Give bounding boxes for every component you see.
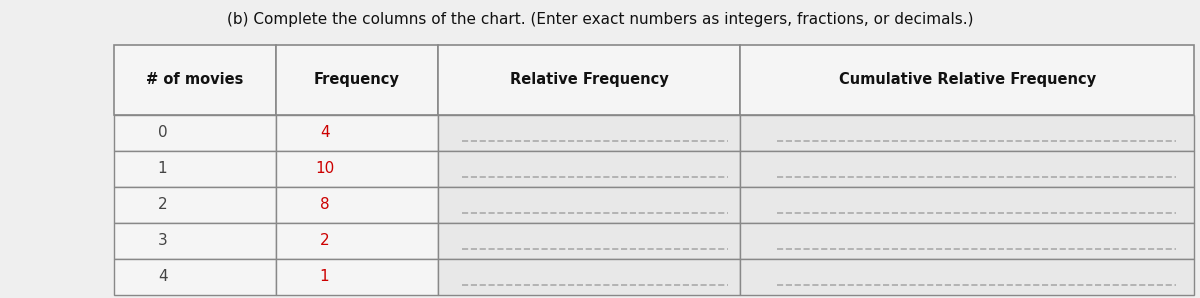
Bar bbox=[114, 259, 276, 295]
Text: 1: 1 bbox=[157, 161, 168, 176]
Bar bbox=[114, 187, 276, 223]
Bar bbox=[438, 259, 740, 295]
Text: 2: 2 bbox=[319, 233, 330, 248]
Bar bbox=[276, 115, 438, 151]
Bar bbox=[276, 151, 438, 187]
Text: Frequency: Frequency bbox=[314, 72, 400, 87]
Text: 8: 8 bbox=[319, 197, 330, 212]
Text: 10: 10 bbox=[314, 161, 335, 176]
Text: # of movies: # of movies bbox=[146, 72, 244, 87]
Text: Relative Frequency: Relative Frequency bbox=[510, 72, 668, 87]
Bar bbox=[740, 259, 1194, 295]
Bar bbox=[438, 187, 740, 223]
Bar bbox=[438, 45, 740, 115]
Bar bbox=[740, 223, 1194, 259]
Text: 0: 0 bbox=[157, 125, 168, 139]
Text: 2: 2 bbox=[157, 197, 168, 212]
Text: 1: 1 bbox=[319, 269, 330, 284]
Text: 4: 4 bbox=[157, 269, 168, 284]
Bar bbox=[276, 259, 438, 295]
Text: 4: 4 bbox=[319, 125, 330, 139]
Bar bbox=[276, 187, 438, 223]
Bar bbox=[740, 45, 1194, 115]
Text: 3: 3 bbox=[157, 233, 168, 248]
Bar bbox=[114, 115, 276, 151]
Bar bbox=[114, 151, 276, 187]
Bar bbox=[740, 115, 1194, 151]
Text: (b) Complete the columns of the chart. (Enter exact numbers as integers, fractio: (b) Complete the columns of the chart. (… bbox=[227, 12, 973, 27]
Bar bbox=[438, 223, 740, 259]
Text: Cumulative Relative Frequency: Cumulative Relative Frequency bbox=[839, 72, 1096, 87]
Bar bbox=[740, 187, 1194, 223]
Bar bbox=[114, 45, 276, 115]
Bar bbox=[276, 45, 438, 115]
Bar bbox=[438, 115, 740, 151]
Bar bbox=[438, 151, 740, 187]
Bar bbox=[740, 151, 1194, 187]
Bar bbox=[276, 223, 438, 259]
Bar bbox=[114, 223, 276, 259]
